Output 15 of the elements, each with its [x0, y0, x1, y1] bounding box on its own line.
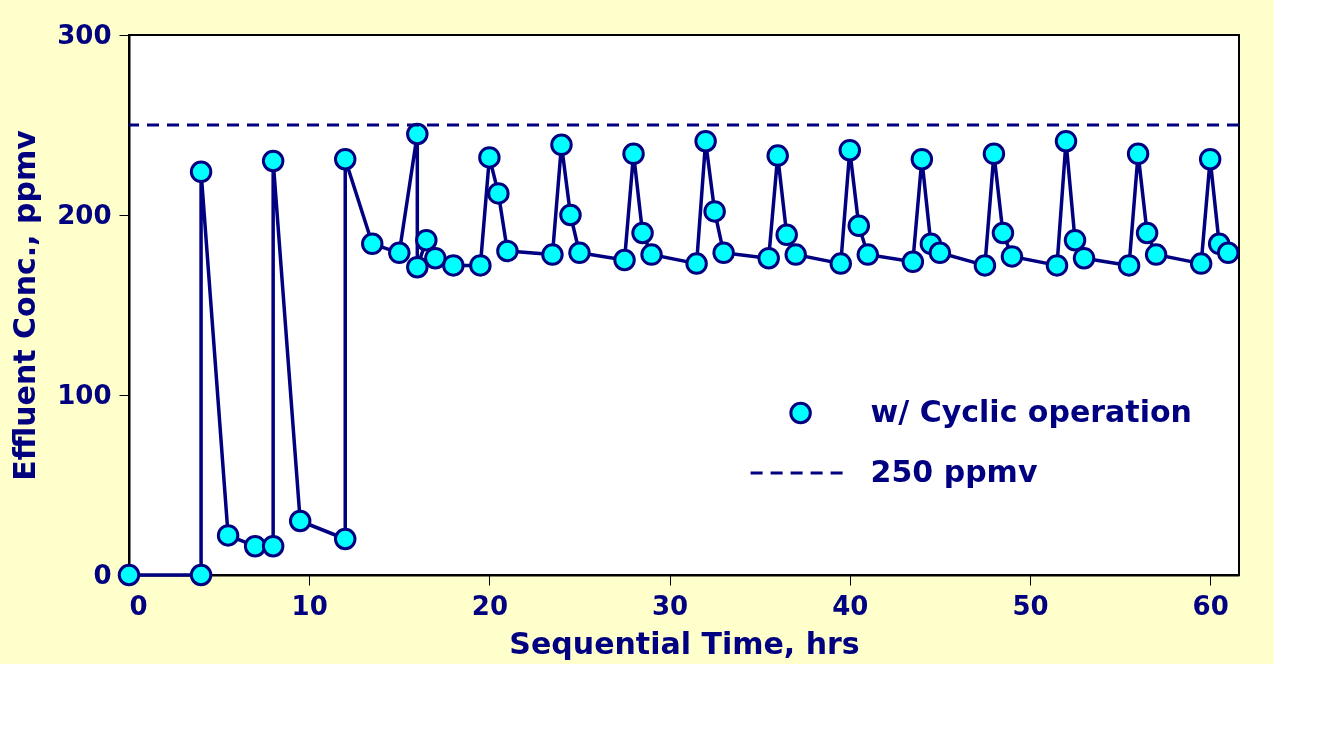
x-axis-title: Sequential Time, hrs: [509, 625, 860, 661]
x-tick-label: 40: [832, 590, 869, 621]
x-tick-label: 0: [129, 590, 148, 621]
y-axis-title: Effluent Conc., ppmv: [7, 129, 43, 481]
y-tick-label: 100: [57, 379, 112, 410]
x-tick-label: 20: [471, 590, 508, 621]
x-tick-label: 60: [1192, 590, 1229, 621]
x-tick-label: 50: [1012, 590, 1049, 621]
legend-label: 250 ppmv: [870, 454, 1038, 489]
legend-label: w/ Cyclic operation: [870, 394, 1192, 429]
y-tick-label: 0: [93, 559, 112, 590]
y-tick-label: 200: [57, 199, 112, 230]
x-tick-label: 30: [651, 590, 689, 621]
x-tick-label: 10: [291, 590, 328, 621]
y-tick-label: 300: [57, 19, 112, 50]
